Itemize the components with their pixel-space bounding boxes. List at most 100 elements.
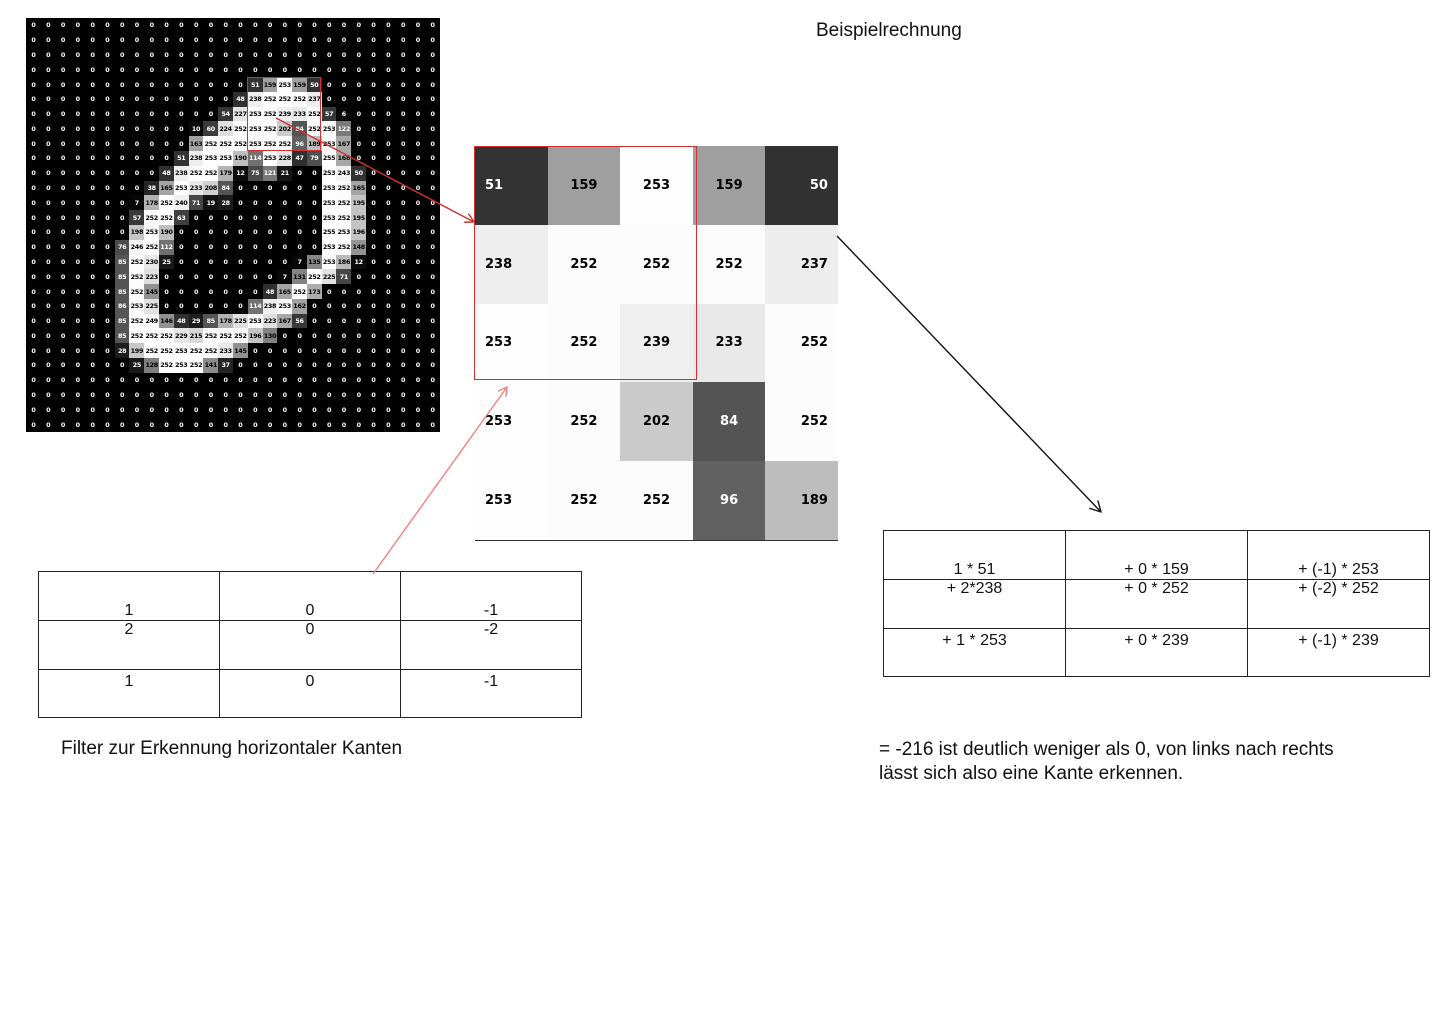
digit-pixel: 0 <box>395 254 411 270</box>
digit-pixel: 0 <box>380 195 396 211</box>
digit-pixel: 145 <box>232 343 248 359</box>
digit-pixel: 0 <box>366 313 381 329</box>
digit-pixel: 230 <box>144 254 160 270</box>
patch-cell: 84 <box>692 382 766 462</box>
digit-pixel: 0 <box>366 62 381 78</box>
digit-pixel: 112 <box>159 239 174 255</box>
digit-pixel: 131 <box>292 269 307 285</box>
digit-pixel: 0 <box>99 343 115 359</box>
patch-cell: 252 <box>620 224 693 304</box>
digit-pixel: 0 <box>395 106 411 122</box>
digit-pixel: 215 <box>188 328 204 344</box>
digit-pixel: 0 <box>351 121 367 137</box>
digit-pixel: 0 <box>306 47 322 63</box>
digit-pixel: 0 <box>336 77 352 92</box>
digit-pixel: 0 <box>366 91 381 107</box>
digit-pixel: 0 <box>85 210 100 225</box>
digit-pixel: 0 <box>425 298 440 314</box>
digit-pixel: 0 <box>277 32 293 48</box>
digit-pixel: 0 <box>159 62 174 78</box>
digit-pixel: 85 <box>114 254 130 270</box>
digit-pixel: 0 <box>40 254 56 270</box>
digit-pixel: 0 <box>173 121 189 137</box>
digit-pixel: 0 <box>395 313 411 329</box>
digit-pixel: 0 <box>425 151 440 166</box>
digit-pixel: 0 <box>306 62 322 78</box>
digit-pixel: 0 <box>203 298 219 314</box>
digit-pixel: 252 <box>129 328 145 344</box>
digit-pixel: 0 <box>410 106 426 122</box>
digit-pixel: 0 <box>292 195 307 211</box>
digit-pixel: 0 <box>262 417 278 432</box>
digit-pixel: 0 <box>26 313 41 329</box>
digit-pixel: 0 <box>425 62 440 78</box>
digit-pixel: 0 <box>188 402 204 418</box>
digit-pixel: 0 <box>70 121 86 137</box>
digit-pixel: 0 <box>26 417 41 432</box>
digit-pixel: 0 <box>188 372 204 388</box>
digit-pixel: 190 <box>159 224 174 240</box>
digit-pixel: 0 <box>26 121 41 137</box>
digit-pixel: 28 <box>218 195 233 211</box>
digit-pixel: 0 <box>55 165 71 181</box>
digit-pixel: 0 <box>129 47 145 63</box>
digit-pixel: 0 <box>247 343 263 359</box>
digit-pixel: 252 <box>336 239 352 255</box>
digit-pixel: 0 <box>292 32 307 48</box>
patch-cell: 159 <box>692 146 766 225</box>
digit-pixel: 85 <box>114 313 130 329</box>
digit-pixel: 0 <box>55 313 71 329</box>
digit-pixel: 0 <box>336 358 352 373</box>
digit-pixel: 0 <box>366 151 381 166</box>
digit-pixel: 252 <box>144 239 160 255</box>
digit-pixel: 0 <box>173 106 189 122</box>
digit-pixel: 0 <box>410 372 426 388</box>
digit-pixel: 0 <box>26 195 41 211</box>
digit-pixel: 0 <box>188 387 204 403</box>
digit-pixel: 0 <box>40 269 56 285</box>
digit-pixel: 148 <box>351 239 367 255</box>
digit-pixel: 0 <box>366 32 381 48</box>
digit-pixel: 0 <box>262 18 278 33</box>
digit-pixel: 0 <box>425 210 440 225</box>
digit-pixel: 0 <box>188 47 204 63</box>
digit-pixel: 0 <box>351 298 367 314</box>
digit-pixel: 0 <box>40 358 56 373</box>
digit-pixel: 0 <box>85 91 100 107</box>
digit-pixel: 0 <box>40 210 56 225</box>
digit-pixel: 253 <box>173 358 189 373</box>
digit-pixel: 252 <box>129 269 145 285</box>
digit-pixel: 0 <box>114 195 130 211</box>
digit-pixel: 0 <box>159 32 174 48</box>
digit-pixel: 0 <box>85 121 100 137</box>
digit-pixel: 0 <box>321 417 337 432</box>
digit-pixel: 0 <box>366 387 381 403</box>
digit-pixel: 0 <box>40 32 56 48</box>
patch-cell: 253 <box>620 146 693 225</box>
digit-pixel: 0 <box>40 313 56 329</box>
digit-pixel: 0 <box>129 165 145 181</box>
digit-pixel: 0 <box>366 180 381 196</box>
patch-cell: 233 <box>692 303 766 383</box>
digit-pixel: 0 <box>26 343 41 359</box>
digit-pixel: 0 <box>70 195 86 211</box>
digit-pixel: 0 <box>232 269 248 285</box>
digit-pixel: 0 <box>173 32 189 48</box>
digit-pixel: 252 <box>262 121 278 137</box>
digit-pixel: 0 <box>203 387 219 403</box>
digit-pixel: 0 <box>410 224 426 240</box>
digit-pixel: 0 <box>366 358 381 373</box>
digit-pixel: 189 <box>306 136 322 152</box>
patch-cell: 253 <box>475 461 548 540</box>
digit-pixel: 0 <box>218 254 233 270</box>
digit-pixel: 0 <box>55 91 71 107</box>
digit-pixel: 0 <box>321 402 337 418</box>
digit-pixel: 0 <box>70 210 86 225</box>
digit-pixel: 135 <box>306 254 322 270</box>
digit-pixel: 0 <box>55 151 71 166</box>
digit-pixel: 48 <box>159 165 174 181</box>
digit-pixel: 167 <box>277 313 293 329</box>
calculation-cell: + 2*238 <box>882 579 1067 629</box>
digit-pixel: 252 <box>336 180 352 196</box>
digit-pixel: 0 <box>85 343 100 359</box>
